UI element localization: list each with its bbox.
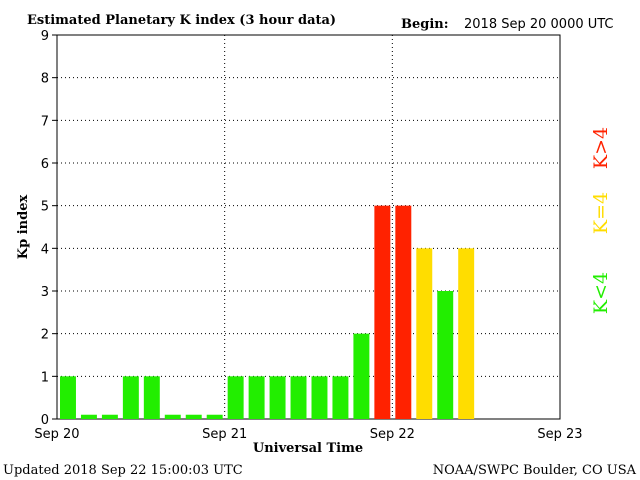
kp-bar: [269, 376, 286, 419]
x-tick-labels: Sep 20 Sep 21 Sep 22 Sep 23: [34, 427, 582, 442]
y-tick-label: 5: [41, 200, 49, 215]
x-axis-label: Universal Time: [253, 441, 363, 456]
kp-bar: [185, 414, 202, 419]
kp-bar: [458, 248, 475, 419]
kp-bar: [60, 376, 76, 419]
kp-bar: [311, 376, 328, 419]
y-tick-label: 0: [41, 413, 49, 428]
x-tick-label: Sep 21: [202, 427, 247, 442]
grid: [57, 35, 560, 419]
x-tick-label: Sep 20: [34, 427, 79, 442]
begin-label: Begin:: [401, 17, 449, 32]
kp-bar: [101, 414, 118, 419]
x-tick-label: Sep 22: [370, 427, 415, 442]
y-tick-label: 6: [41, 157, 49, 172]
y-tick-label: 9: [41, 29, 49, 44]
kp-bar: [395, 205, 412, 419]
kp-bar: [374, 205, 391, 419]
y-tick-label: 7: [41, 114, 49, 129]
source-credit: NOAA/SWPC Boulder, CO USA: [433, 463, 637, 478]
y-tick-label: 3: [41, 285, 49, 300]
legend-k-below-4: K<4: [590, 272, 612, 314]
y-axis-label: Kp index: [16, 195, 31, 260]
y-tick-label: 4: [41, 242, 49, 257]
kp-bar: [143, 376, 160, 419]
legend-k-equal-4: K=4: [590, 192, 612, 234]
y-tick-label: 8: [41, 72, 49, 87]
kp-bar: [290, 376, 307, 419]
kp-bar: [164, 414, 181, 419]
y-tick-labels: 0 1 2 3 4 5 6 7 8 9: [41, 29, 57, 428]
chart-title: Estimated Planetary K index (3 hour data…: [27, 13, 336, 28]
y-tick-label: 1: [41, 370, 49, 385]
kp-bar: [248, 376, 265, 419]
kp-bar: [227, 376, 244, 419]
y-tick-label: 2: [41, 328, 49, 343]
bars: [60, 205, 475, 419]
kp-bar: [353, 333, 370, 419]
kp-bar: [416, 248, 433, 419]
kp-bar: [80, 414, 97, 419]
kp-bar: [437, 291, 454, 419]
kp-bar: [332, 376, 349, 419]
x-tick-label: Sep 23: [537, 427, 582, 442]
begin-value: 2018 Sep 20 0000 UTC: [464, 17, 614, 32]
kp-bar: [206, 414, 223, 419]
legend-k-above-4: K>4: [590, 127, 612, 169]
kp-bar: [122, 376, 139, 419]
plot-frame: [56, 34, 561, 420]
updated-timestamp: Updated 2018 Sep 22 15:00:03 UTC: [3, 463, 243, 478]
